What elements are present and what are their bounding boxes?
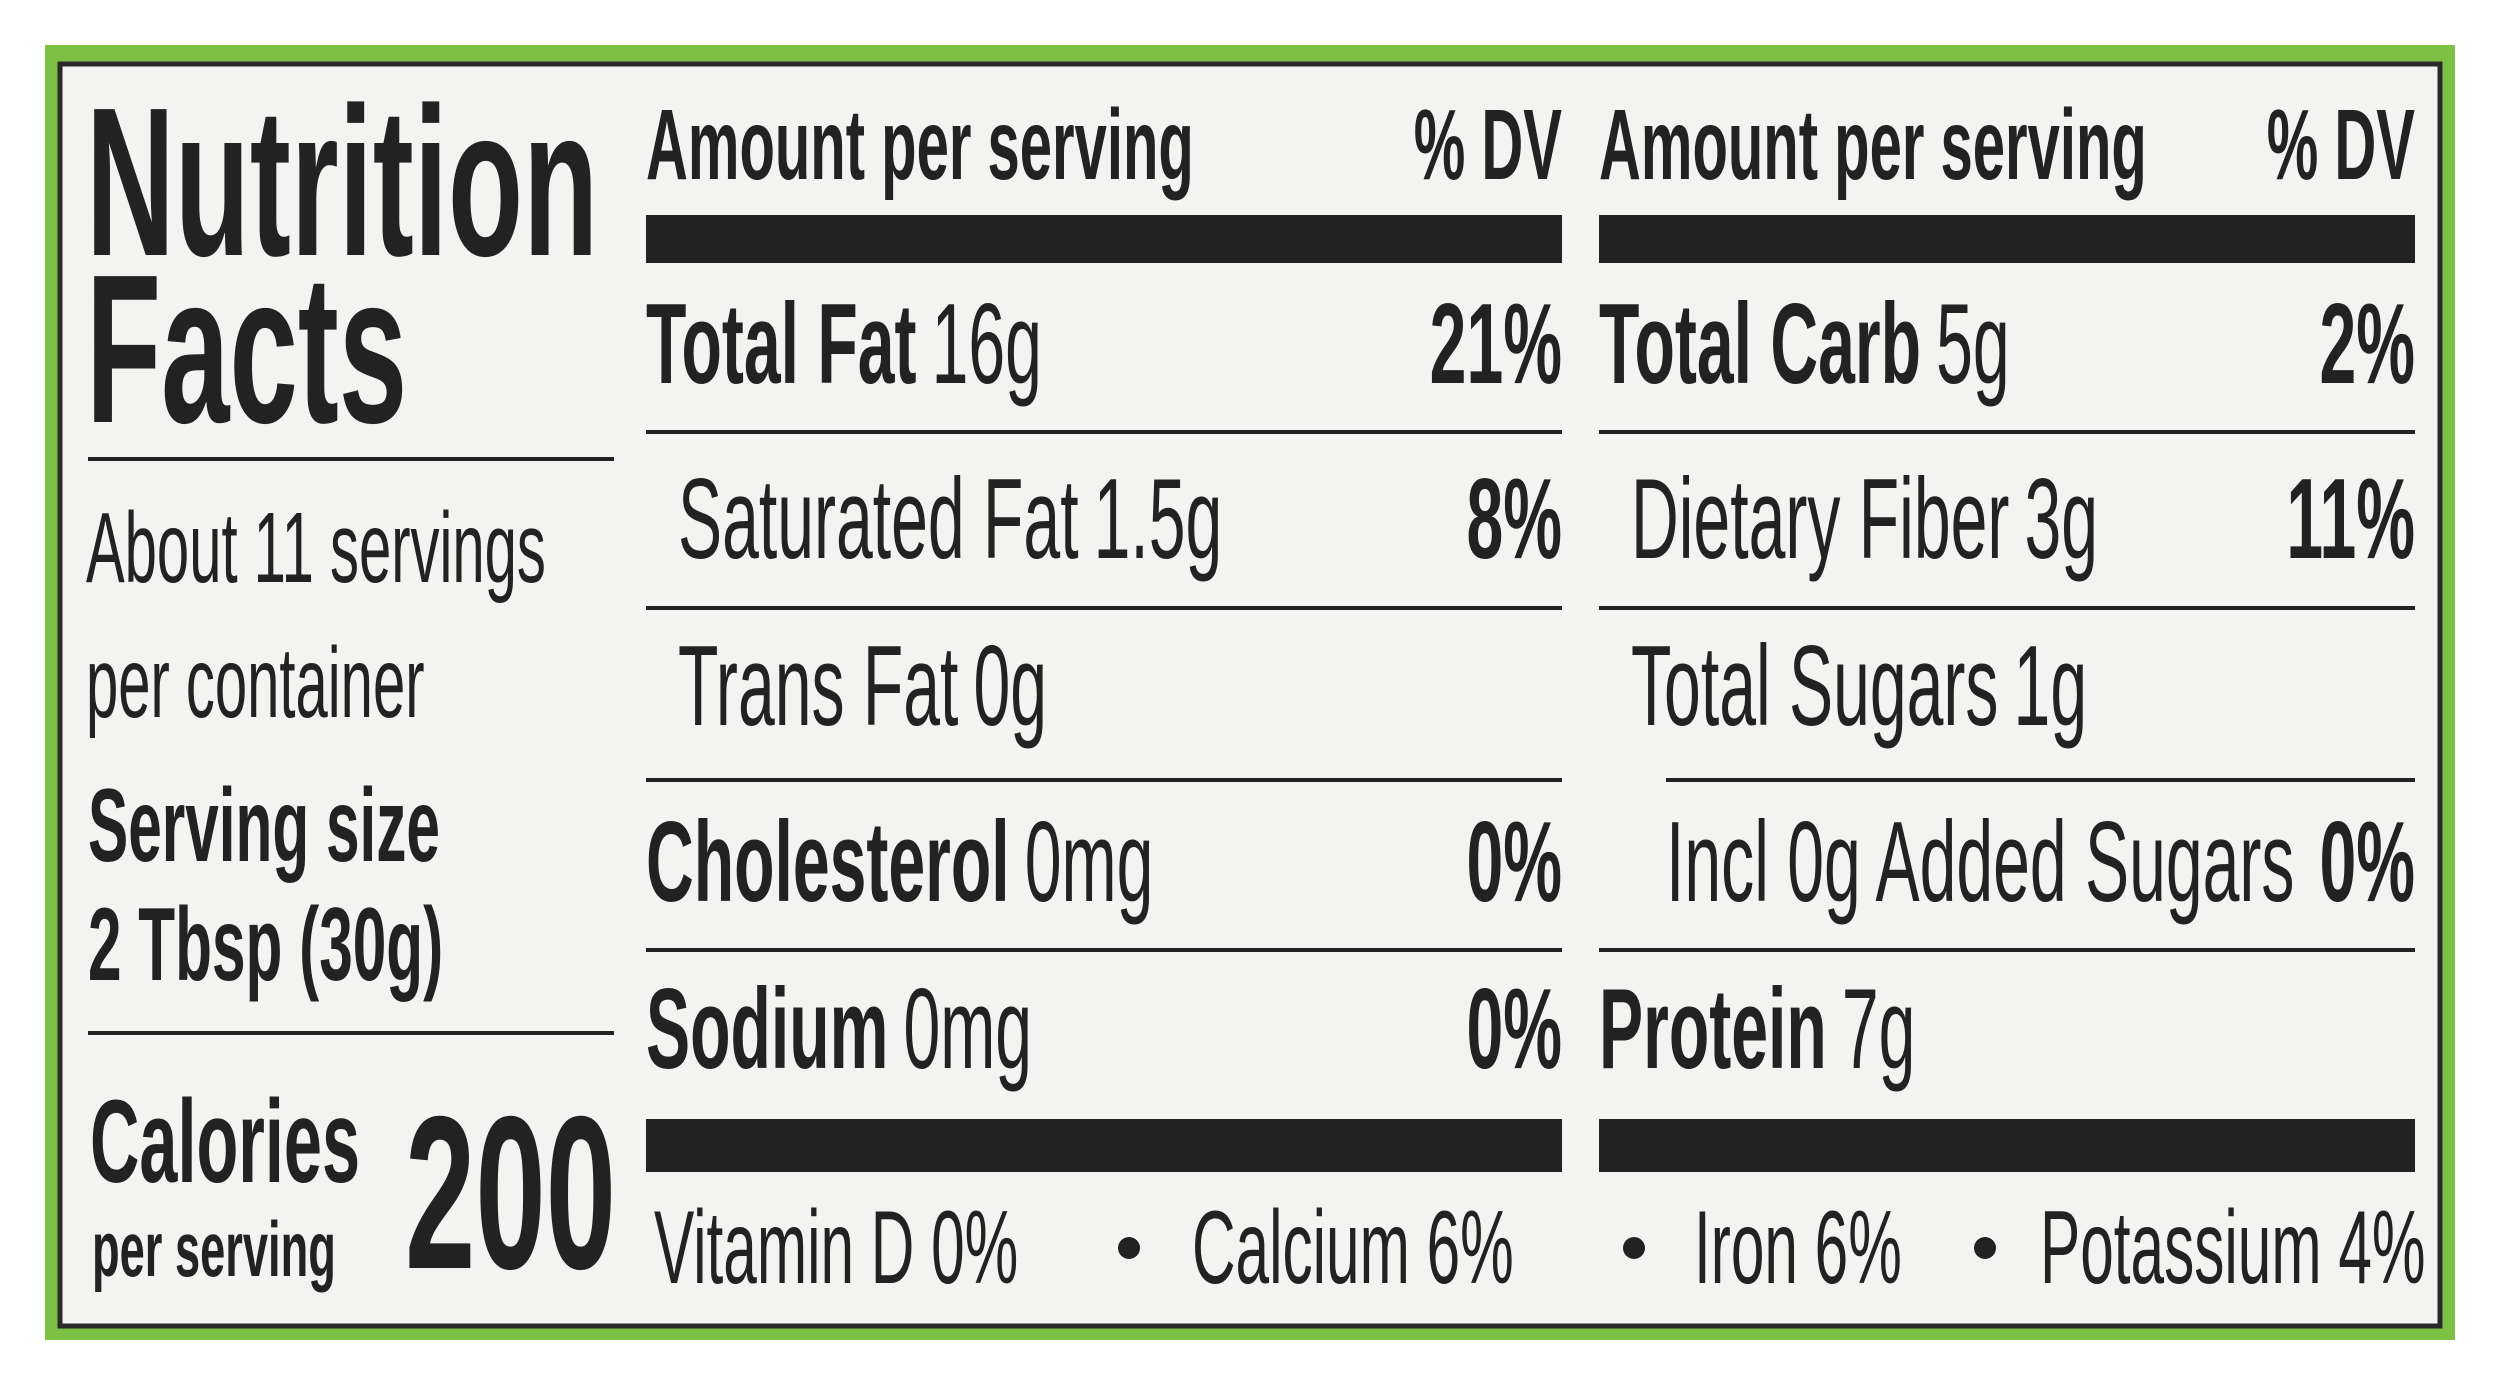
nutrient-amount: 16g [932,280,1042,407]
row-divider [646,778,1562,782]
column-header-dv: % DV [1414,90,1562,201]
serving-size: 2 Tbsp (30g) [88,887,443,1003]
column-header-dv: % DV [2267,90,2415,201]
bullet [1118,1237,1140,1259]
nutrient-dv: 11% [2286,455,2415,582]
nutrient-name: Saturated Fat [678,455,1079,582]
nutrient-row: Trans Fat 0g [678,622,1047,749]
footer-item: Iron 6% [1694,1190,1902,1306]
row-divider [1599,430,2415,434]
servings-line: per container [86,628,425,739]
label-panel [57,61,2443,1329]
column-header: Amount per serving [1599,90,2147,201]
calories-sublabel: per serving [92,1205,336,1293]
calories-value: 200 [405,1071,616,1314]
nutrient-name: Total Fat [646,280,917,407]
nutrient-amount: 1.5g [1094,455,1223,582]
thick-bar [1599,215,2415,263]
thick-bar [646,215,1562,263]
nutrient-row: Cholesterol 0mg [646,798,1153,925]
nutrient-row: Total Sugars 1g [1631,622,2087,749]
footer-item: Calcium 6% [1192,1190,1514,1306]
nutrient-dv: 0% [1466,965,1562,1092]
row-divider [646,948,1562,952]
footer-item: Vitamin D 0% [654,1190,1018,1306]
nutrient-row: Dietary Fiber 3g [1631,455,2098,582]
calories-label: Calories [90,1077,360,1208]
servings-line: About 11 servings [86,493,546,604]
nutrient-dv: 8% [1466,455,1562,582]
nutrient-amount: 3g [2024,455,2098,582]
bullet [1974,1237,1996,1259]
nutrient-amount: 0mg [1025,798,1154,925]
nutrient-name: Incl 0g Added Sugars [1666,798,2294,925]
nutrient-row: Total Fat 16g [646,280,1042,407]
nutrient-amount: 7g [1842,965,1916,1092]
nutrient-dv: 0% [1466,798,1562,925]
nutrient-dv: 0% [2319,798,2415,925]
row-divider [1599,948,2415,952]
divider [88,1031,614,1035]
nutrient-row: Protein 7g [1599,965,1915,1092]
serving-size-label: Serving size [88,768,440,884]
bullet [1623,1237,1645,1259]
nutrient-amount: 0mg [903,965,1032,1092]
nutrient-row: Sodium 0mg [646,965,1032,1092]
column-header: Amount per serving [646,90,1194,201]
row-divider [1599,606,2415,610]
nutrient-name: Trans Fat [678,622,958,749]
footer-item: Potassium 4% [2040,1190,2425,1306]
nutrient-name: Sodium [646,965,888,1092]
nutrient-name: Total Sugars [1631,622,1998,749]
nutrient-name: Cholesterol [646,798,1010,925]
nutrient-amount: 5g [1936,280,2010,407]
nutrient-name: Protein [1599,965,1827,1092]
divider [88,457,614,461]
title-line: Nutrition [86,63,598,300]
nutrient-amount: 1g [2014,622,2088,749]
thick-bar [646,1119,1562,1172]
nutrient-row: Incl 0g Added Sugars [1666,798,2294,925]
title-line: Facts [86,230,407,467]
row-divider [646,430,1562,434]
nutrient-row: Saturated Fat 1.5g [678,455,1222,582]
nutrient-dv: 21% [1430,280,1562,407]
nutrient-amount: 0g [974,622,1048,749]
nutrient-name: Total Carb [1599,280,1921,407]
row-divider [646,606,1562,610]
nutrient-row: Total Carb 5g [1599,280,2010,407]
nutrient-dv: 2% [2319,280,2415,407]
nutrient-name: Dietary Fiber [1631,455,2009,582]
row-divider [1666,778,2415,782]
thick-bar [1599,1119,2415,1172]
